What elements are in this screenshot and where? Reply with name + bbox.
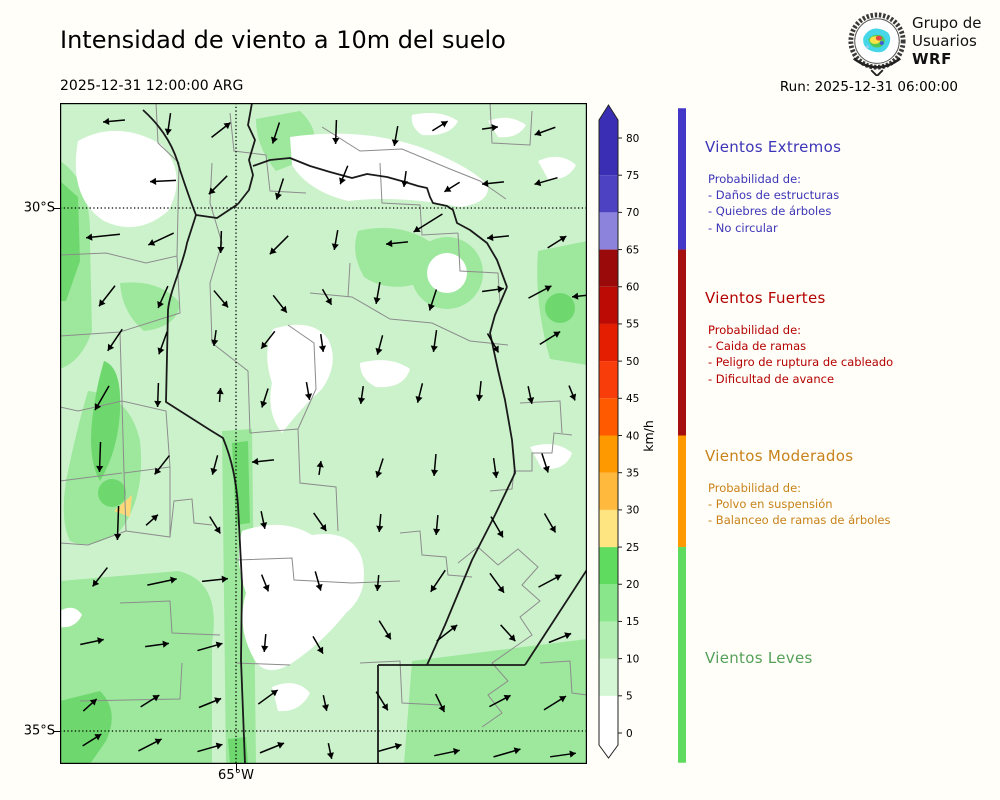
svg-text:0: 0 xyxy=(626,728,633,740)
category-heading: Vientos Extremos xyxy=(705,138,842,156)
svg-text:30: 30 xyxy=(626,505,639,517)
graticule-gridlines xyxy=(60,103,587,764)
x-axis-tick-mark xyxy=(235,764,237,771)
logo-line-1: Grupo de xyxy=(912,14,982,32)
category-item: - Quiebres de árboles xyxy=(708,204,832,219)
category-leves: Vientos Leves xyxy=(705,649,813,682)
wrf-logo-icon xyxy=(848,12,906,78)
svg-text:65: 65 xyxy=(626,244,639,256)
svg-text:40: 40 xyxy=(626,430,639,442)
category-item: Probabilidad de: xyxy=(708,172,802,186)
category-item-list: Probabilidad de: - Polvo en suspensión - B… xyxy=(705,480,890,529)
svg-text:60: 60 xyxy=(626,282,639,294)
svg-text:45: 45 xyxy=(626,393,639,405)
wind-map-svg xyxy=(59,102,591,765)
colorbar-units-label: km/h xyxy=(641,420,656,452)
svg-text:25: 25 xyxy=(626,542,639,554)
y-axis-tick-mark xyxy=(53,207,60,209)
logo-line-3: WRF xyxy=(912,50,952,68)
category-moderados: Vientos Moderados Probabilidad de: - Polv… xyxy=(705,447,890,529)
y-axis-tick-label: 35°S xyxy=(23,723,55,739)
colorbar: 0 5 10 15 20 25 30 35 40 45 50 55 60 65 70 75 80 km/h xyxy=(595,100,705,780)
svg-text:55: 55 xyxy=(626,319,639,331)
category-heading: Vientos Leves xyxy=(705,649,813,667)
svg-text:35: 35 xyxy=(626,467,639,479)
category-item: - Polvo en suspensión xyxy=(708,497,833,512)
svg-text:5: 5 xyxy=(626,691,633,703)
x-axis-tick-label: 65°W xyxy=(218,768,254,783)
wind-arrows xyxy=(80,113,589,759)
run-time-label: Run: 2025-12-31 06:00:00 xyxy=(779,79,958,95)
department-borders xyxy=(59,102,588,728)
y-axis-tick-mark xyxy=(53,730,60,732)
category-heading: Vientos Fuertes xyxy=(705,289,826,307)
svg-text:50: 50 xyxy=(626,356,639,368)
colorbar-segments xyxy=(599,105,618,758)
category-item: - Daños de estructuras xyxy=(708,188,840,203)
svg-text:10: 10 xyxy=(626,653,639,665)
category-extremos: Vientos Extremos Probabilidad de: - Daños… xyxy=(705,138,841,236)
svg-text:70: 70 xyxy=(626,207,639,219)
svg-text:75: 75 xyxy=(626,170,639,182)
category-fuertes: Vientos Fuertes Probabilidad de: - Caida … xyxy=(705,289,893,387)
category-color-bar xyxy=(678,108,686,763)
category-item: - No circular xyxy=(708,220,778,235)
category-item: - Dificultad de avance xyxy=(708,371,835,386)
category-item: - Caida de ramas xyxy=(708,339,807,354)
svg-text:15: 15 xyxy=(626,616,639,628)
province-borders xyxy=(142,102,591,765)
category-heading: Vientos Moderados xyxy=(705,447,854,465)
category-item-list: Probabilidad de: - Caida de ramas - Peligr… xyxy=(705,322,893,387)
category-item: Probabilidad de: xyxy=(708,323,802,337)
svg-text:80: 80 xyxy=(626,133,639,145)
logo-line-2: Usuarios xyxy=(912,32,977,50)
category-item: - Peligro de ruptura de cableado xyxy=(708,355,894,370)
shaded-wind-regions xyxy=(60,111,587,764)
category-item-list: Probabilidad de: - Daños de estructuras - … xyxy=(705,171,841,236)
wrf-logo: Grupo de Usuarios WRF xyxy=(846,10,996,80)
wrf-logo-text: Grupo de Usuarios WRF xyxy=(912,14,982,68)
category-item: - Balanceo de ramas de árboles xyxy=(708,513,891,528)
page-title: Intensidad de viento a 10m del suelo xyxy=(60,26,506,54)
colorbar-tick-labels: 0 5 10 15 20 25 30 35 40 45 50 55 60 65 70 75 80 xyxy=(618,133,639,740)
colorbar-svg: 0 5 10 15 20 25 30 35 40 45 50 55 60 65 70 75 80 km/h xyxy=(598,104,686,763)
svg-text:20: 20 xyxy=(626,579,639,591)
y-axis-tick-label: 30°S xyxy=(23,200,55,216)
category-item: Probabilidad de: xyxy=(708,481,802,495)
valid-time-label: 2025-12-31 12:00:00 ARG xyxy=(60,78,244,94)
wind-map-plot xyxy=(59,102,591,765)
